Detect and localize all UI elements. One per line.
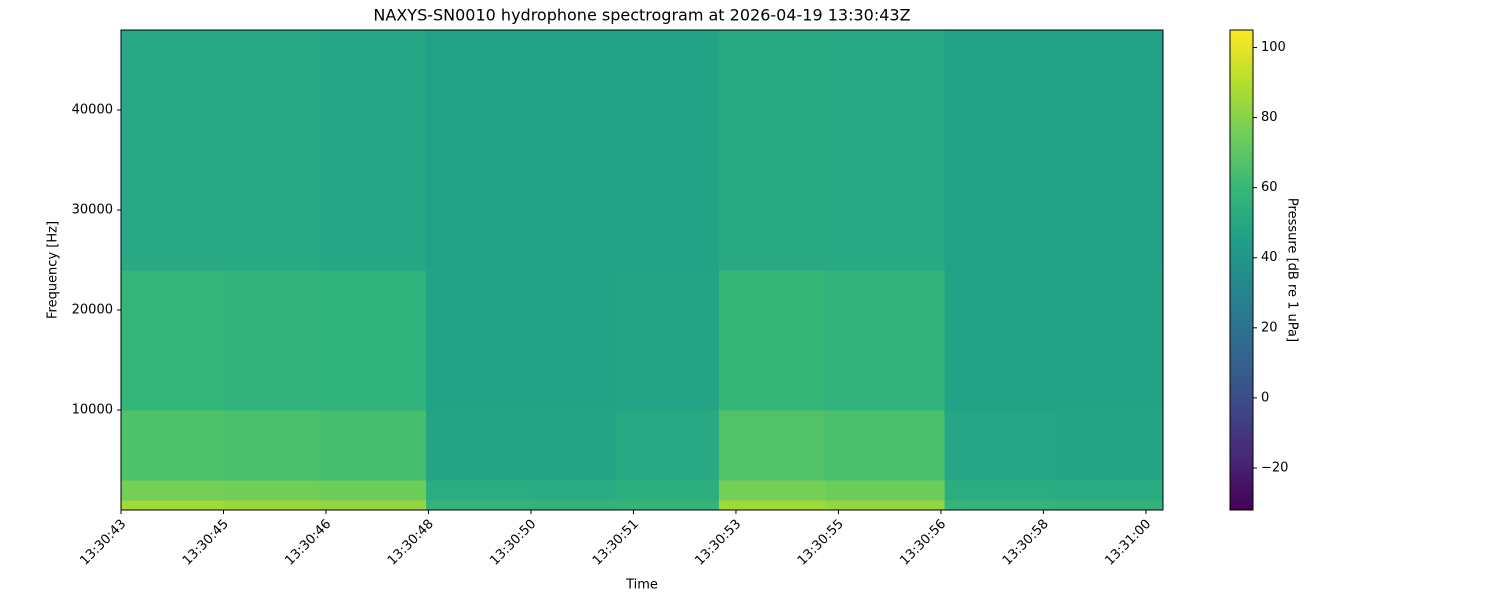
heatmap-cell [825,270,946,411]
colorbar [1229,29,1254,511]
x-axis-label: Time [625,578,658,593]
colorbar-tick-label: 20 [1261,320,1278,335]
y-tick-label: 40000 [72,103,113,118]
heatmap-cell [319,270,427,411]
heatmap-cell [1054,30,1164,271]
heatmap-cell [319,480,427,501]
heatmap-cell [529,30,616,271]
colorbar-tick-label: 100 [1261,40,1286,55]
x-tick-label: 13:31:00 [1102,517,1154,569]
plot-frame [120,29,1164,511]
heatmap-cell [224,30,320,271]
y-tick-label: 20000 [72,303,113,318]
x-tick-label: 13:30:46 [282,517,334,569]
x-tick-label: 13:30:58 [1000,517,1052,569]
colorbar-tick-label: 80 [1261,110,1278,125]
heatmap-cell [944,30,1055,271]
heatmap-cell [944,410,1055,481]
heatmap-cell [718,270,827,411]
y-tick-label: 10000 [72,403,113,418]
heatmap-cell [718,480,827,501]
heatmap-cell [825,500,946,511]
x-tick-label: 13:30:50 [487,517,539,569]
x-tick-label: 13:30:51 [590,517,642,569]
heatmap-cell [825,410,946,481]
heatmap-cell [1054,410,1164,481]
heatmap-cell [426,410,531,481]
colorbar-tick-label: −20 [1261,460,1288,475]
heatmap-cell [944,480,1055,501]
x-tick-label: 13:30:45 [180,517,232,569]
heatmap-cell [426,30,531,271]
colorbar-tick-label: 60 [1261,180,1278,195]
heatmap-cell [529,500,616,511]
y-tick-label: 30000 [72,203,113,218]
x-tick-label: 13:30:48 [385,517,437,569]
heatmap-cell [224,500,320,511]
heatmap-cell [426,480,531,501]
colorbar-tick-label: 40 [1261,250,1278,265]
heatmap-cell [121,30,226,271]
heatmap-cell [1054,270,1164,411]
chart-title: NAXYS-SN0010 hydrophone spectrogram at 2… [373,6,910,25]
heatmap-cell [426,500,531,511]
x-tick-label: 13:30:56 [897,517,949,569]
heatmap-cell [615,30,720,271]
heatmap-cell [718,410,827,481]
heatmap-cell [319,500,427,511]
colorbar-label: Pressure [dB re 1 uPa] [1285,198,1300,342]
heatmap-cell [944,270,1055,411]
x-tick-label: 13:30:55 [795,517,847,569]
heatmap-cell [825,480,946,501]
x-tick-label: 13:30:53 [692,517,744,569]
heatmap-cell [121,270,226,411]
heatmap-cell [615,410,720,481]
heatmap-cell [615,500,720,511]
heatmap-cell [718,30,827,271]
heatmap-cell [529,480,616,501]
heatmap-cell [224,480,320,501]
heatmap-cell [121,500,226,511]
y-axis-label: Frequency [Hz] [46,221,61,319]
heatmap-cell [319,30,427,271]
heatmap-cell [615,480,720,501]
heatmap-cell [529,270,616,411]
heatmap-cell [121,410,226,481]
heatmap-cell [529,410,616,481]
heatmap-cell [224,410,320,481]
heatmap-cell [825,30,946,271]
heatmap-cell [426,270,531,411]
heatmap-cell [319,410,427,481]
heatmap-cell [718,500,827,511]
colorbar-tick-label: 0 [1261,390,1269,405]
heatmap-cell [944,500,1055,511]
heatmap-cell [1054,500,1164,511]
heatmap-cell [224,270,320,411]
heatmap-cell [615,270,720,411]
x-tick-label: 13:30:43 [77,517,129,569]
heatmap-cell [121,480,226,501]
heatmap-cell [1054,480,1164,501]
